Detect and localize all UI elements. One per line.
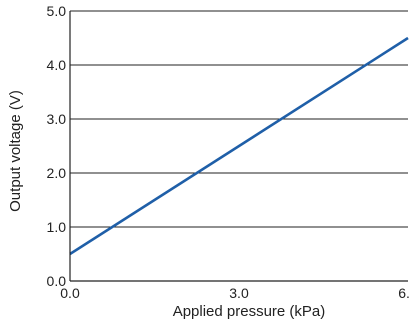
axes (69, 11, 408, 282)
y-tick-label: 1.0 (47, 219, 67, 235)
y-tick-label: 0.0 (47, 273, 67, 289)
x-axis-title: Applied pressure (kPa) (173, 303, 326, 320)
x-tick-label: 6.0 (398, 285, 410, 301)
y-tick-label: 4.0 (47, 57, 67, 73)
x-tick-label: 3.0 (229, 285, 249, 301)
y-axis-title: Output voltage (V) (7, 90, 24, 212)
x-tick-label: 0.0 (60, 285, 80, 301)
tick-labels: 0.0 1.0 2.0 3.0 4.0 5.0 0.0 3.0 6.0 (47, 3, 410, 301)
series-line (69, 36, 409, 256)
y-tick-label: 3.0 (47, 111, 67, 127)
gridlines (70, 10, 408, 228)
y-tick-label: 2.0 (47, 165, 67, 181)
series-layer (69, 36, 409, 256)
y-tick-label: 5.0 (47, 3, 67, 19)
